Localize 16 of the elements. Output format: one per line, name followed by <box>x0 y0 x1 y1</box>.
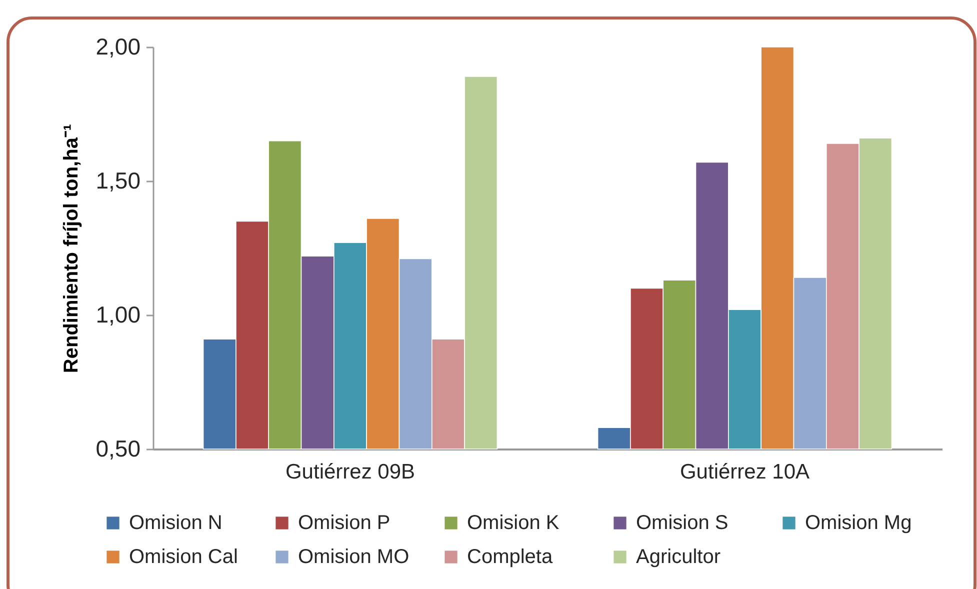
y-tick-label: 2,00 <box>96 34 140 60</box>
legend-label: Omision MO <box>298 546 410 568</box>
legend-label: Omision Mg <box>805 512 912 534</box>
legend-label: Completa <box>467 546 554 568</box>
x-tick-label: Gutiérrez 10A <box>680 460 810 484</box>
legend-label: Omision Cal <box>129 546 238 568</box>
y-tick-label: 1,00 <box>96 302 140 328</box>
legend-label: Omision N <box>129 512 222 534</box>
legend-label: Omision P <box>298 512 390 534</box>
legend-label: Omision S <box>636 512 728 534</box>
y-tick-label: 0,50 <box>96 436 140 462</box>
y-axis-title: Rendimiento fríjol ton,ha⁻¹ <box>60 124 83 374</box>
x-tick-label: Gutiérrez 09B <box>285 460 416 484</box>
legend-label: Agricultor <box>636 546 721 568</box>
y-tick-label: 1,50 <box>96 168 140 194</box>
legend-label: Omision K <box>467 512 560 534</box>
